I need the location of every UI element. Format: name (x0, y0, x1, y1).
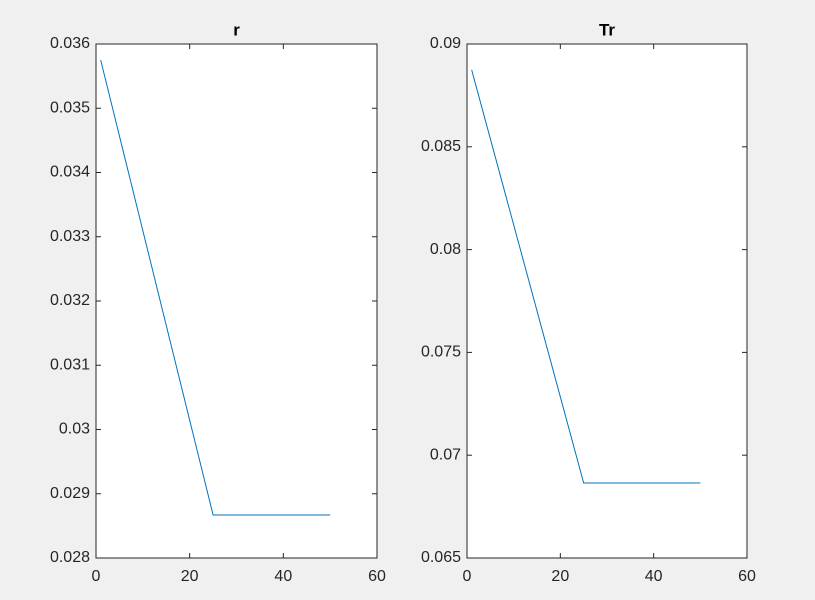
y-tick-label: 0.065 (421, 549, 461, 566)
y-tick-label: 0.031 (50, 356, 90, 373)
y-tick-label: 0.035 (50, 99, 90, 116)
y-tick-label: 0.03 (59, 421, 90, 438)
y-tick-label: 0.029 (50, 485, 90, 502)
x-tick-label: 60 (738, 568, 756, 585)
axes-box (95, 43, 378, 559)
y-tick-label: 0.036 (50, 35, 90, 52)
x-tick-label: 60 (368, 568, 386, 585)
y-tick-label: 0.07 (430, 446, 461, 463)
x-tick-label: 0 (463, 568, 472, 585)
y-tick-label: 0.075 (421, 344, 461, 361)
line-series (100, 59, 331, 516)
y-tick-label: 0.085 (421, 138, 461, 155)
y-tick-label: 0.028 (50, 549, 90, 566)
y-tick-label: 0.032 (50, 292, 90, 309)
y-tick-label: 0.034 (50, 164, 90, 181)
chart-title: r (233, 20, 240, 39)
y-tick-label: 0.09 (430, 35, 461, 52)
x-tick-label: 40 (645, 568, 663, 585)
line-series (471, 69, 701, 484)
chart-title: Tr (599, 20, 615, 39)
x-tick-label: 40 (274, 568, 292, 585)
x-tick-label: 20 (551, 568, 569, 585)
axes-background (467, 44, 747, 558)
x-tick-label: 20 (181, 568, 199, 585)
y-tick-label: 0.08 (430, 241, 461, 258)
axes-background (96, 44, 377, 558)
axes-box (466, 43, 748, 559)
y-tick-label: 0.033 (50, 228, 90, 245)
x-tick-label: 0 (92, 568, 101, 585)
